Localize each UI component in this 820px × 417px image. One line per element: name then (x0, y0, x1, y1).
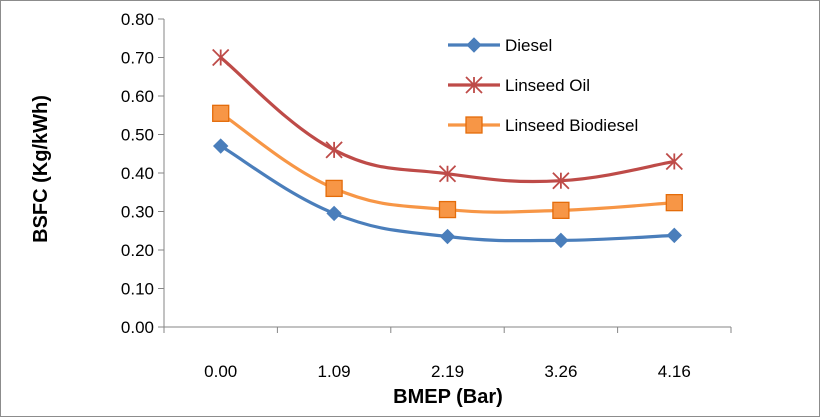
data-point (438, 165, 457, 183)
series-layer (212, 48, 683, 249)
y-tick-label: 0.50 (121, 126, 154, 145)
data-point (553, 232, 569, 249)
data-point (326, 205, 342, 222)
legend-marker (465, 116, 483, 134)
y-tick-label: 0.70 (121, 49, 154, 68)
x-tick-label: 3.26 (544, 362, 577, 381)
legend-marker (466, 37, 482, 53)
y-axis-title: BSFC (Kg/kWh) (30, 95, 52, 243)
legend-label: Diesel (505, 36, 552, 55)
data-point (439, 228, 456, 245)
x-tick-label: 0.00 (204, 362, 237, 381)
x-tick-label: 2.19 (431, 362, 464, 381)
x-tick-label: 1.09 (318, 362, 351, 381)
data-point (212, 138, 229, 154)
x-tick-label: 4.16 (658, 362, 691, 381)
data-point (552, 201, 570, 219)
data-point (325, 179, 343, 198)
y-tick-label: 0.60 (121, 87, 154, 106)
y-ticks: 0.00 0.10 0.20 0.30 0.40 0.50 0.60 0.70 0.80 (121, 10, 164, 337)
data-point (666, 227, 683, 244)
x-ticks: 0.00 1.09 2.19 3.26 4.16 (163, 327, 732, 381)
data-point (552, 172, 570, 190)
data-point (212, 104, 230, 122)
y-tick-label: 0.30 (121, 203, 154, 222)
y-tick-label: 0.00 (121, 318, 154, 337)
data-point (325, 141, 343, 159)
legend-marker (465, 76, 483, 94)
data-point (438, 200, 457, 219)
data-point (665, 152, 683, 171)
y-axis: 0.00 0.10 0.20 0.30 0.40 0.50 0.60 0.70 0.80 (121, 10, 165, 337)
series-line (219, 144, 675, 243)
y-tick-label: 0.40 (121, 164, 154, 183)
x-axis: 0.00 1.09 2.19 3.26 4.16 (163, 326, 732, 381)
y-tick-label: 0.10 (121, 280, 154, 299)
data-point (212, 48, 230, 67)
legend-label: Linseed Oil (505, 76, 590, 95)
y-tick-label: 0.20 (121, 241, 154, 260)
x-axis-title: BMEP (Bar) (393, 386, 503, 408)
data-point (665, 193, 683, 212)
legend: Diesel Linseed Oil Linseed Biodiesel (448, 36, 638, 135)
legend-label: Linseed Biodiesel (505, 116, 638, 135)
y-tick-label: 0.80 (121, 10, 154, 29)
